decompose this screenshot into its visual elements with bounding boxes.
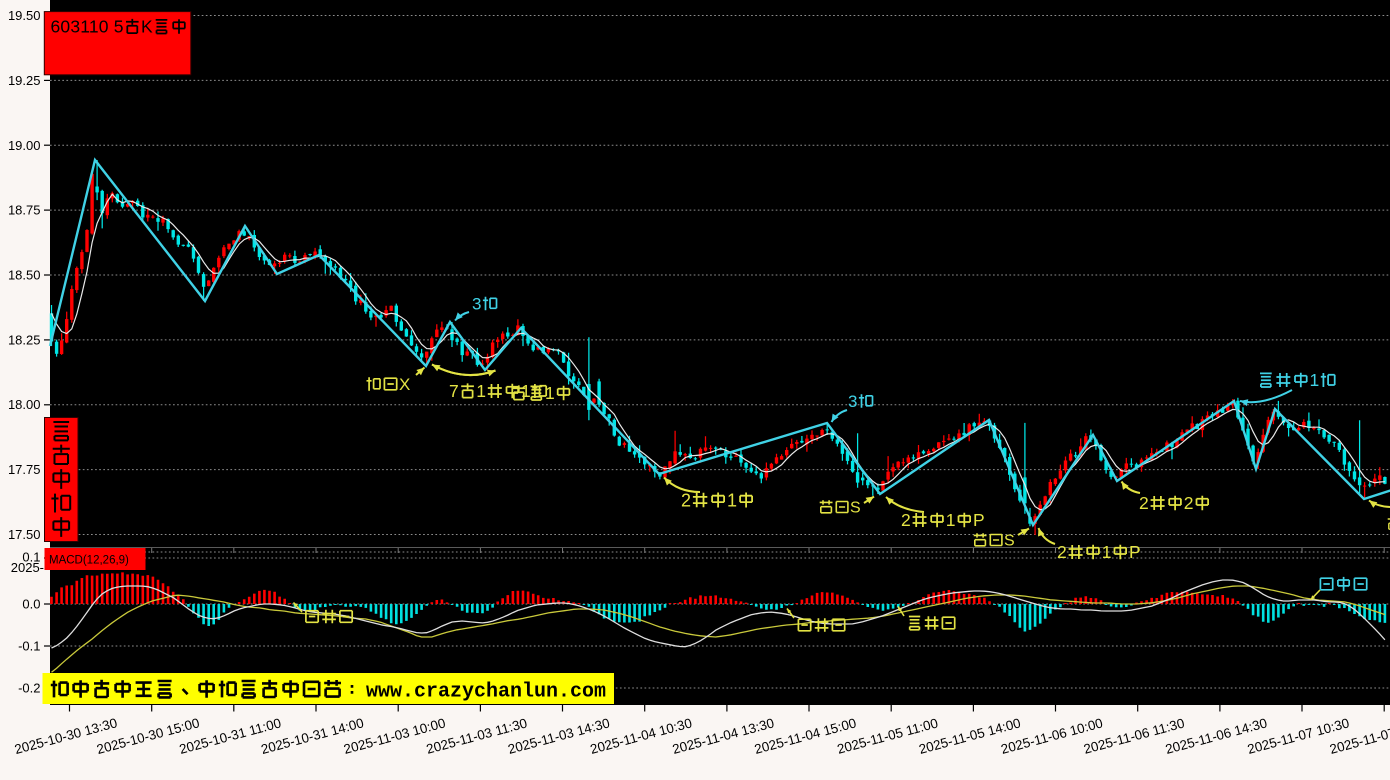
svg-text:K: K: [141, 17, 153, 37]
svg-text:18.00: 18.00: [8, 397, 41, 412]
svg-text:19.50: 19.50: [8, 8, 41, 23]
svg-text:-0.2: -0.2: [18, 681, 40, 696]
svg-text:1: 1: [727, 490, 737, 510]
svg-text:7: 7: [449, 381, 459, 401]
svg-text:1: 1: [545, 383, 555, 403]
svg-text:1: 1: [1310, 370, 1320, 390]
svg-text:0.1: 0.1: [22, 550, 40, 565]
svg-text:2: 2: [681, 490, 691, 510]
svg-text:S: S: [850, 500, 861, 517]
svg-text:2: 2: [1057, 542, 1067, 562]
svg-text:-0.1: -0.1: [18, 639, 40, 654]
svg-text:19.25: 19.25: [8, 73, 41, 88]
svg-text:S: S: [1004, 533, 1015, 550]
svg-text:3: 3: [472, 294, 481, 313]
svg-text:18.50: 18.50: [8, 268, 41, 283]
svg-text:1: 1: [521, 381, 531, 401]
svg-text:0.0: 0.0: [22, 597, 40, 612]
svg-text:18.25: 18.25: [8, 332, 41, 347]
svg-text:19.00: 19.00: [8, 138, 41, 153]
svg-text:MACD(12,26,9): MACD(12,26,9): [49, 555, 129, 567]
svg-text:18.75: 18.75: [8, 203, 41, 218]
svg-text:17.75: 17.75: [8, 462, 41, 477]
svg-text:X: X: [399, 375, 410, 394]
svg-text:2: 2: [1139, 493, 1149, 513]
svg-text:2: 2: [1184, 493, 1194, 513]
svg-text:P: P: [1129, 542, 1141, 562]
svg-text:1: 1: [476, 381, 486, 401]
svg-text:1: 1: [946, 510, 956, 530]
svg-text:P: P: [973, 510, 985, 530]
svg-text:2025-: 2025-: [11, 560, 44, 575]
svg-text:3: 3: [848, 392, 857, 411]
svg-text:www.crazychanlun.com: www.crazychanlun.com: [366, 681, 606, 704]
svg-text:1: 1: [1102, 542, 1112, 562]
svg-text:17.50: 17.50: [8, 527, 41, 542]
svg-text:603110 5: 603110 5: [51, 17, 124, 37]
svg-text:2: 2: [901, 510, 911, 530]
